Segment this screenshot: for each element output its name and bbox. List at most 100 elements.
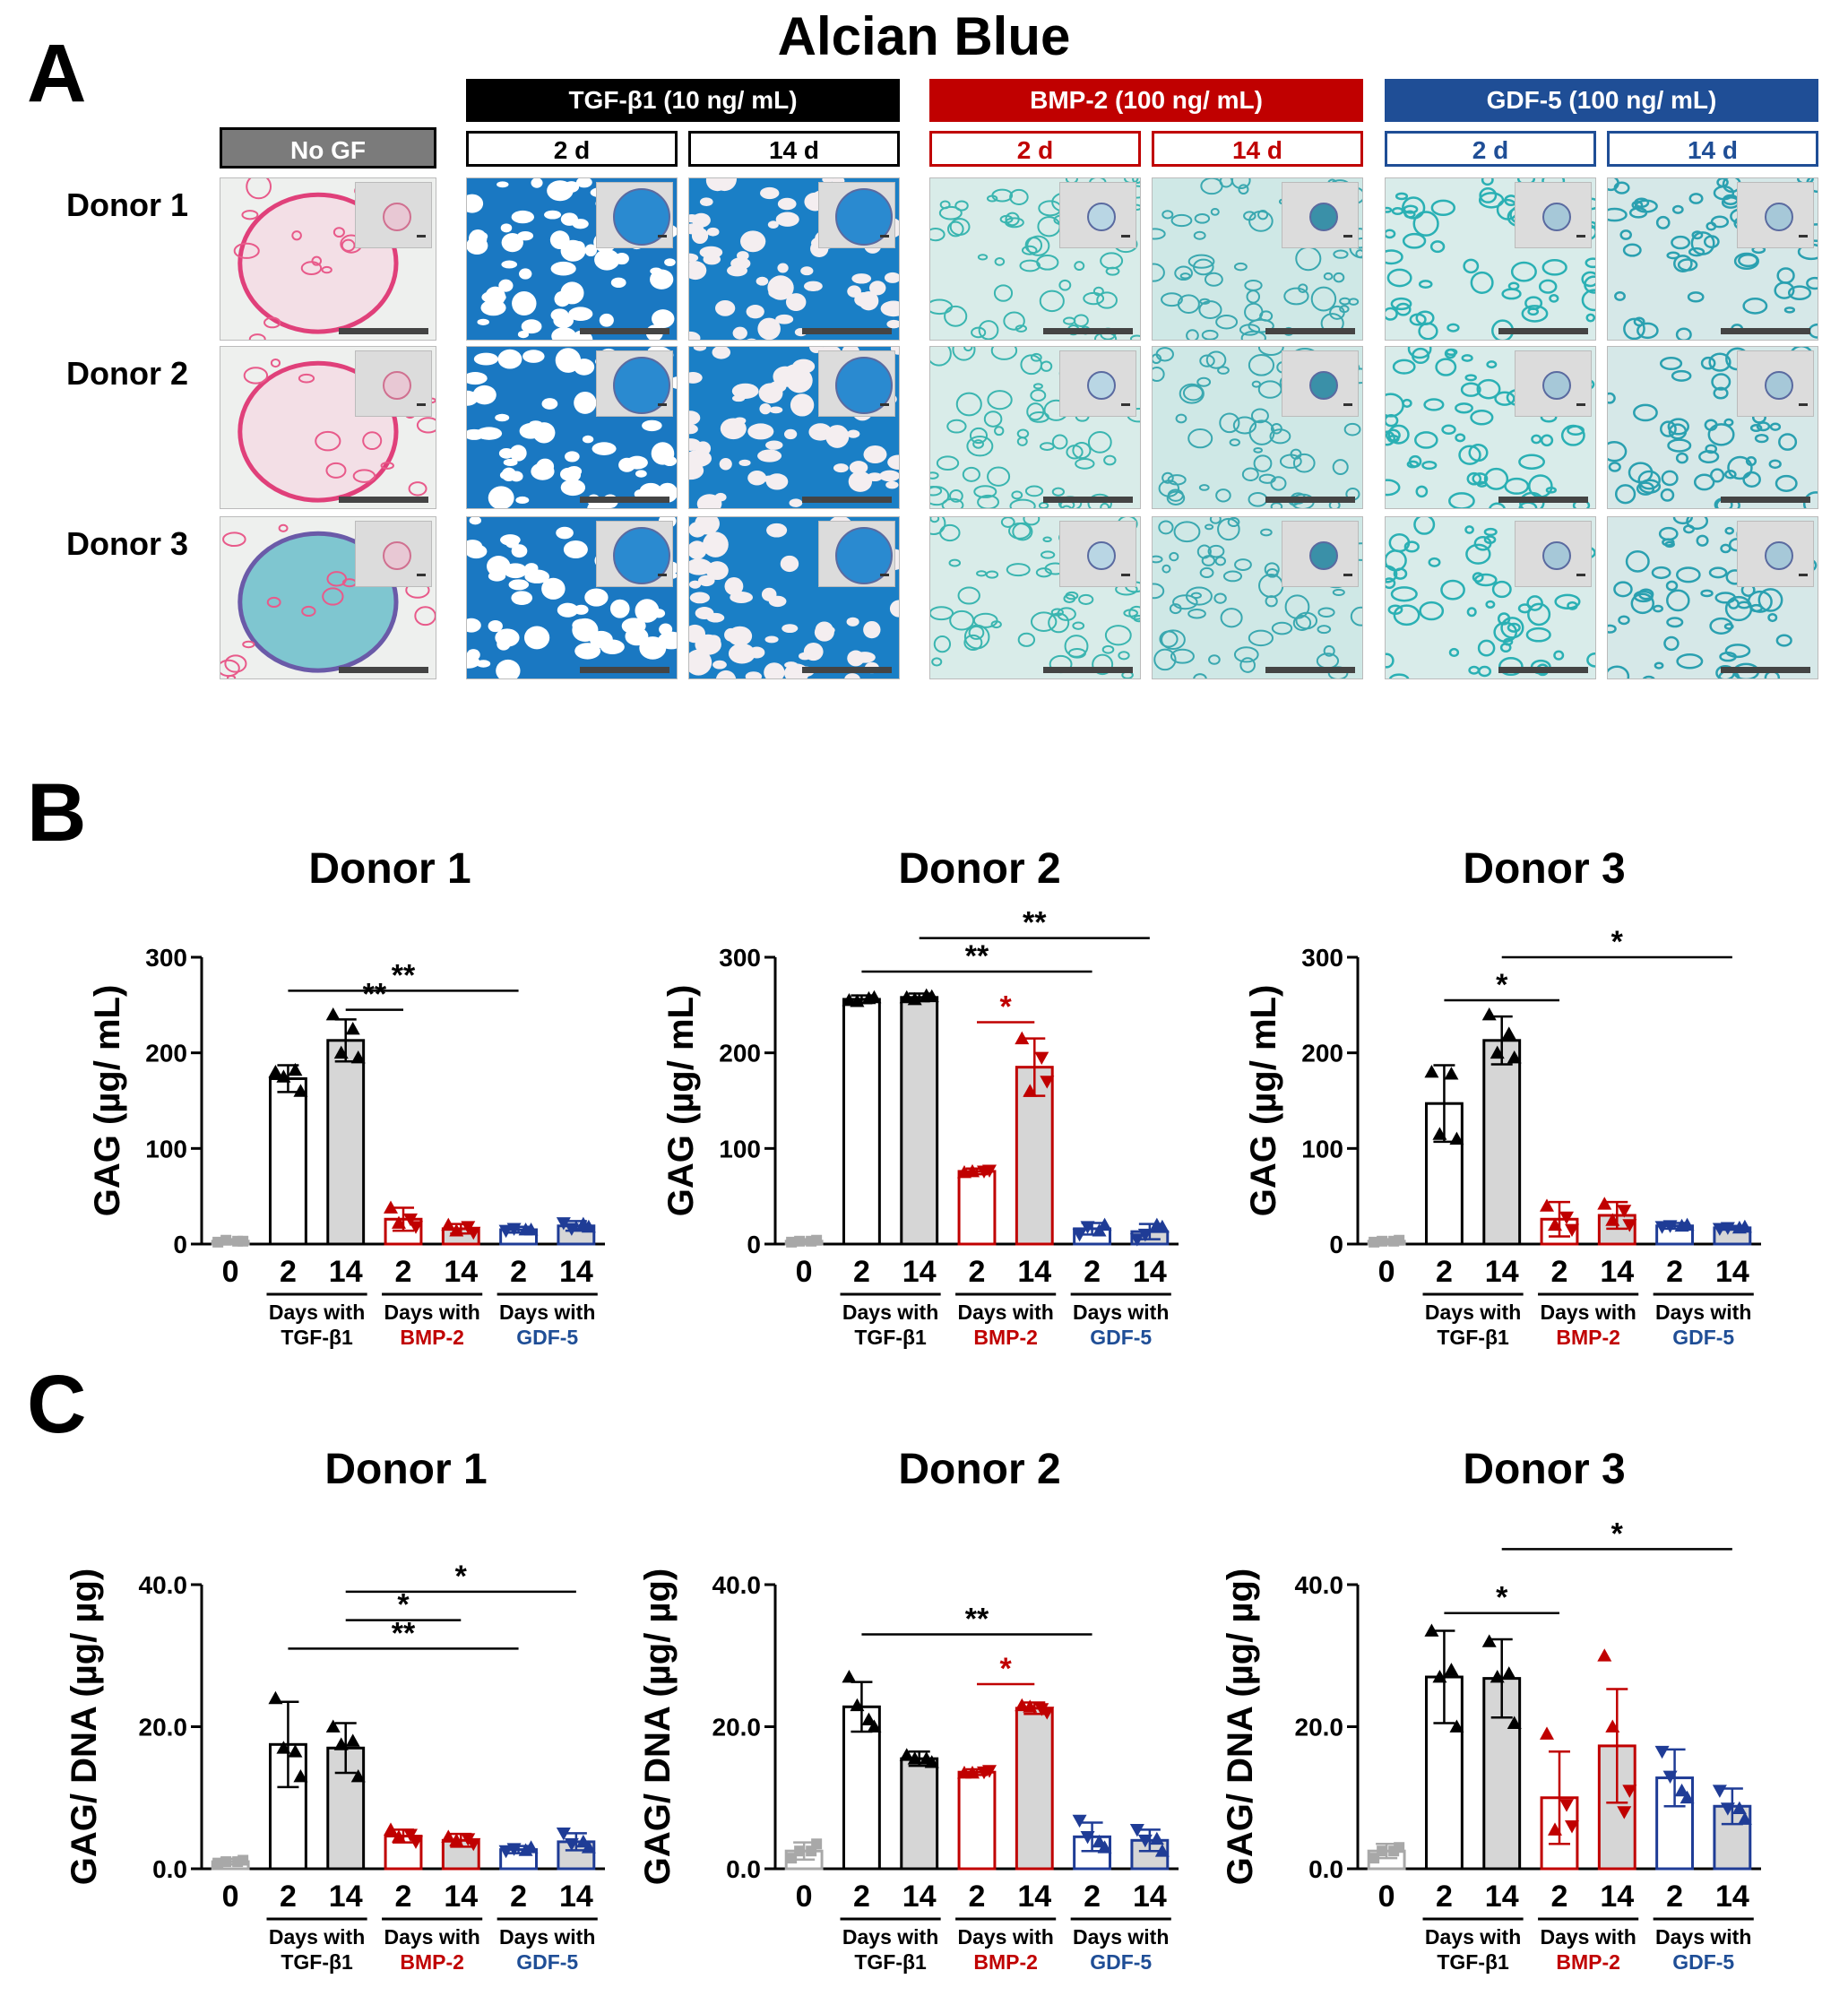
micrograph-grid: [0, 0, 1848, 699]
donor-row-label-3: Donor 3: [66, 525, 189, 562]
data-point: [1388, 1235, 1400, 1247]
donor-row-label-1: Donor 1: [66, 186, 189, 223]
micrograph-donor2-col4: [929, 346, 1141, 509]
micrograph-donor2-col6: [1385, 346, 1596, 509]
x-tick-label: 2: [395, 1255, 412, 1289]
data-point: [1712, 1785, 1727, 1798]
scale-bar: [1498, 497, 1588, 503]
data-point: [1680, 1790, 1695, 1804]
scale-bar: [1721, 497, 1810, 503]
group-days-label: Days with: [1540, 1301, 1636, 1324]
data-point: [850, 1698, 865, 1712]
group-days-label: Days with: [957, 1301, 1053, 1324]
x-tick-label: 2: [280, 1255, 297, 1289]
data-point: [564, 1223, 579, 1236]
data-point: [1737, 1811, 1752, 1825]
significance-label: **: [392, 958, 416, 992]
x-tick-label: 2: [510, 1255, 527, 1289]
data-point: [1388, 1845, 1400, 1857]
data-point: [977, 1165, 991, 1179]
data-point: [965, 1163, 980, 1178]
data-point: [850, 994, 865, 1007]
group-name-label: TGF-β1: [854, 1326, 927, 1349]
x-tick-label: 14: [444, 1880, 478, 1914]
data-point: [867, 1719, 882, 1733]
data-point: [794, 1235, 806, 1247]
group-days-label: Days with: [269, 1925, 365, 1949]
data-point: [350, 1768, 366, 1783]
pellet-inset: [1737, 521, 1814, 587]
group-days-label: Days with: [842, 1925, 938, 1949]
group-name-label: GDF-5: [1672, 1326, 1734, 1349]
day-label-bmp-14d: 14 d: [1152, 131, 1363, 167]
data-point: [1490, 1670, 1505, 1683]
pellet-inset: [355, 350, 432, 417]
x-tick-label: 2: [1666, 1880, 1683, 1914]
data-point: [899, 990, 914, 1004]
data-point: [1507, 1050, 1522, 1064]
x-tick-label: 14: [1485, 1255, 1519, 1289]
y-tick-label: 20.0: [712, 1714, 762, 1741]
pellet-inset: [818, 521, 895, 587]
data-point: [384, 1200, 398, 1214]
significance-label: *: [1611, 1517, 1624, 1551]
x-tick-label: 2: [969, 1255, 986, 1289]
y-tick-label: 200: [719, 1040, 761, 1067]
pellet-inset: [1737, 350, 1814, 417]
y-tick-label: 100: [1301, 1135, 1343, 1162]
data-point: [288, 1062, 303, 1076]
significance-label: **: [965, 1602, 989, 1636]
micrograph-donor2-col1: [220, 346, 436, 509]
x-tick-label: 14: [329, 1880, 363, 1914]
data-point: [333, 1045, 349, 1059]
group-header-gdf: GDF-5 (100 ng/ mL): [1385, 79, 1818, 122]
data-point: [1548, 1822, 1562, 1836]
x-tick-label: 0: [1378, 1880, 1395, 1914]
x-tick-label: 2: [1084, 1255, 1101, 1289]
group-name-label: BMP-2: [400, 1950, 464, 1974]
day-label-gdf-14d: 14 d: [1607, 131, 1818, 167]
data-point: [1015, 1031, 1030, 1045]
scale-bar: [802, 667, 892, 673]
x-tick-label: 2: [853, 1255, 870, 1289]
pellet-inset: [596, 182, 673, 248]
day-label-gdf-2d: 2 d: [1385, 131, 1596, 167]
data-point: [861, 1712, 877, 1725]
x-tick-label: 14: [1485, 1880, 1519, 1914]
data-point: [1129, 1233, 1144, 1247]
pellet-inset: [1059, 182, 1136, 248]
data-point: [392, 1215, 406, 1229]
y-tick-label: 100: [719, 1135, 761, 1162]
group-name-label: BMP-2: [1556, 1950, 1620, 1974]
y-tick-label: 0: [1329, 1231, 1343, 1258]
pellet-inset: [818, 182, 895, 248]
group-name-label: BMP-2: [1556, 1326, 1620, 1349]
data-point: [1072, 1228, 1087, 1242]
bar: [326, 1746, 366, 1871]
pellet-inset: [1282, 350, 1359, 417]
scale-bar: [1498, 667, 1588, 673]
significance-label: **: [392, 1616, 416, 1650]
chart-b-donor2: 0 100 200 300 GAG (µg/ mL) 0 2 14 2 14 2 14 Days wit…: [661, 906, 1179, 1349]
data-point: [1080, 1830, 1095, 1845]
data-point: [1731, 1220, 1747, 1234]
significance-label: *: [455, 1560, 468, 1594]
scale-bar: [1721, 667, 1810, 673]
y-tick-label: 0: [747, 1231, 761, 1258]
group-name-label: GDF-5: [516, 1326, 578, 1349]
significance-label: *: [1611, 925, 1624, 959]
micrograph-donor1-col2: [466, 177, 678, 341]
group-name-label: TGF-β1: [281, 1326, 353, 1349]
group-days-label: Days with: [499, 1925, 595, 1949]
bar: [326, 1039, 366, 1246]
y-axis-label: GAG/ DNA (µg/ µg): [638, 1569, 678, 1885]
data-point: [276, 1069, 291, 1083]
data-point: [1605, 1719, 1620, 1733]
donor-row-label-2: Donor 2: [66, 355, 189, 392]
y-axis-label: GAG (µg/ mL): [661, 985, 701, 1217]
y-tick-label: 200: [145, 1040, 187, 1067]
y-tick-label: 300: [1301, 944, 1343, 972]
chart-b-donor1: 0 100 200 300 GAG (µg/ mL) 0 2 14 2 14 2 14 Days wit…: [88, 944, 605, 1349]
chart-title-c-donor1: Donor 1: [324, 1446, 488, 1493]
panel-label-a: A: [27, 28, 87, 119]
